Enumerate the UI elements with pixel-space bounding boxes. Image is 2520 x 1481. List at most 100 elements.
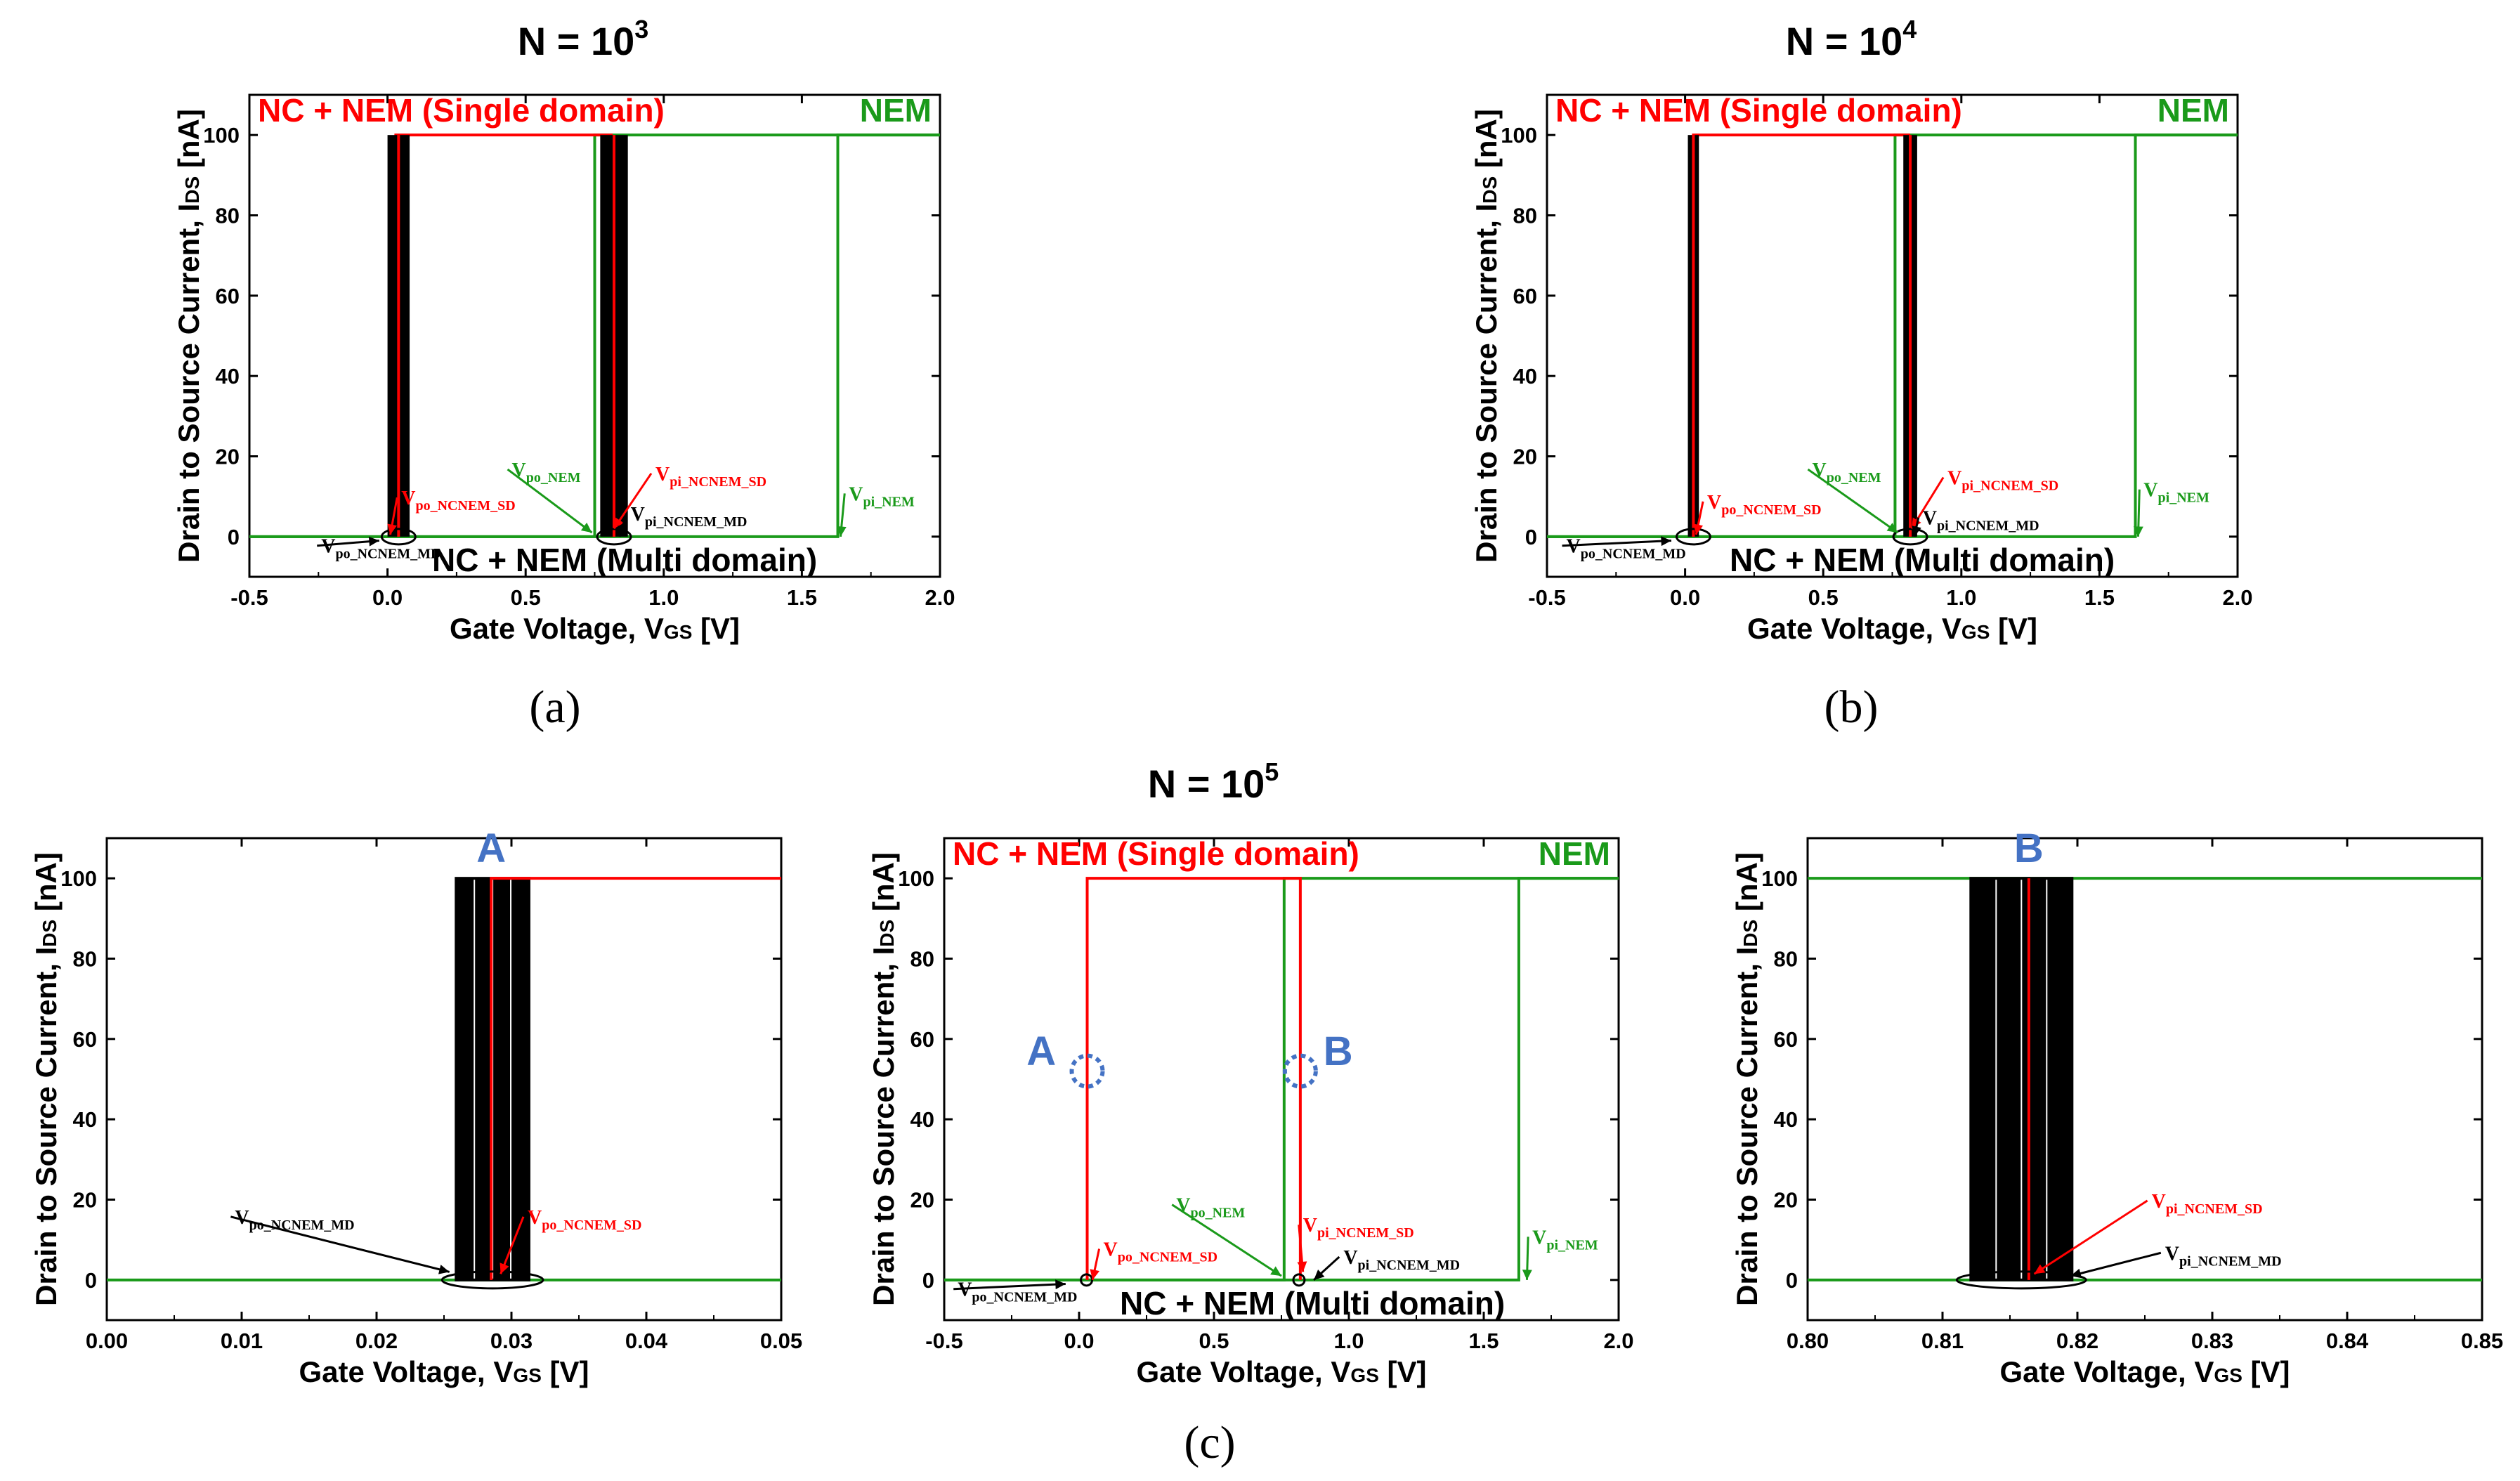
y-tick-label: 60 — [1513, 284, 1537, 308]
annotation-arrow-head — [1886, 523, 1898, 533]
annotation-po_NCNEM_SD: Vpo_NCNEM_SD — [1104, 1239, 1217, 1265]
annotation-po_NCNEM_MD: Vpo_NCNEM_MD — [958, 1279, 1077, 1305]
x-tick-label: -0.5 — [230, 585, 268, 610]
x-tick-label: 0.83 — [2191, 1329, 2233, 1353]
region-marker-B: B — [2014, 826, 2044, 871]
panel-a-title: N = 103 — [518, 15, 649, 63]
y-tick-label: 40 — [910, 1107, 934, 1132]
x-tick-label: 0.81 — [1921, 1329, 1964, 1353]
region-marker-circle — [1282, 1053, 1318, 1089]
y-tick-label: 100 — [60, 866, 97, 891]
x-tick-label: 0.82 — [2056, 1329, 2098, 1353]
annotation-pi_NCNEM_SD: Vpi_NCNEM_SD — [1947, 468, 2058, 494]
annotation-arrow-head — [2034, 1264, 2046, 1274]
subfigure-label-c: (c) — [1184, 1417, 1235, 1468]
annotation-arrow-head — [1661, 536, 1671, 547]
x-tick-label: 0.0 — [372, 585, 403, 610]
y-tick-label: 40 — [73, 1107, 97, 1132]
annotation-pi_NEM: Vpi_NEM — [2143, 480, 2209, 506]
single-domain-step — [490, 877, 781, 1280]
subfigure-label-b: (b) — [1824, 681, 1879, 733]
legend-multi-domain: NC + NEM (Multi domain) — [432, 542, 817, 578]
region-marker-circle — [1069, 1053, 1105, 1089]
switching-point-ellipse — [380, 528, 417, 546]
x-tick-label: 0.80 — [1787, 1329, 1829, 1353]
annotation-arrow-line — [1807, 468, 1899, 534]
annotation-pi_NCNEM_MD: Vpi_NCNEM_MD — [1923, 508, 2039, 534]
legend-nem: NEM — [860, 92, 932, 129]
annotation-arrow-line — [500, 1216, 525, 1274]
y-tick-label: 0 — [228, 525, 240, 549]
x-tick-label: 0.04 — [625, 1329, 668, 1353]
y-tick-label: 100 — [203, 123, 240, 148]
annotation-arrow-line — [953, 1283, 1066, 1291]
nem-down-sweep — [944, 877, 1619, 1281]
x-tick-label: -0.5 — [1528, 585, 1565, 610]
annotation-pi_NEM: Vpi_NEM — [849, 483, 915, 509]
x-tick-label: 2.0 — [1603, 1329, 1633, 1353]
y-axis-label: Drain to Source Current, IDS [nA] — [867, 852, 900, 1306]
annotation-pi_NCNEM_SD: Vpi_NCNEM_SD — [655, 464, 766, 490]
y-tick-label: 80 — [1774, 947, 1798, 972]
y-axis-label: Drain to Source Current, IDS [nA] — [1730, 852, 1763, 1306]
x-axis-label: Gate Voltage, VGS [V] — [1136, 1355, 1426, 1388]
annotation-arrow-head — [1314, 1269, 1325, 1280]
y-tick-label: 60 — [73, 1027, 97, 1052]
annotation-pi_NCNEM_MD: Vpi_NCNEM_MD — [631, 504, 747, 530]
x-tick-label: 0.5 — [1808, 585, 1839, 610]
annotation-arrow-head — [1270, 1266, 1281, 1277]
single-domain-loop — [1085, 877, 1302, 1280]
panel-c: N = 105 0.00 0.01 0.02 0.03 0.04 0.0502040608… — [30, 757, 2503, 1468]
annotation-arrow-head — [614, 517, 624, 529]
y-tick-label: 20 — [910, 1188, 934, 1213]
annotation-arrow-line — [317, 540, 379, 547]
x-axis-label: Gate Voltage, VGS [V] — [450, 612, 740, 645]
annotation-pi_NCNEM_MD: Vpi_NCNEM_MD — [2165, 1243, 2282, 1269]
annotation-pi_NCNEM_MD: Vpi_NCNEM_MD — [1343, 1247, 1460, 1273]
annotation-arrow-line — [1562, 540, 1672, 547]
y-tick-label: 60 — [910, 1027, 934, 1052]
annotation-arrow-head — [1693, 523, 1704, 535]
annotation-pi_NEM: Vpi_NEM — [1532, 1227, 1598, 1253]
x-tick-label: 0.01 — [221, 1329, 263, 1353]
x-tick-label: 0.03 — [490, 1329, 533, 1353]
annotation-po_NCNEM_MD: Vpo_NCNEM_MD — [321, 536, 440, 562]
annotation-arrow-head — [580, 522, 592, 533]
multi-domain-band-edge — [1969, 877, 2074, 1281]
annotation-arrow-head — [500, 1263, 509, 1274]
annotation-pi_NCNEM_SD: Vpi_NCNEM_SD — [2152, 1191, 2263, 1217]
region-marker-B: B — [1324, 1029, 1353, 1074]
panel-c-mid: -0.5 0.0 0.5 1.0 1.5 2.0 0 20 40 60 80 100 Gate Volt… — [867, 835, 1634, 1388]
x-tick-label: 0.00 — [86, 1329, 128, 1353]
y-tick-label: 80 — [216, 204, 240, 228]
y-tick-label: 40 — [1774, 1107, 1798, 1132]
legend-nem: NEM — [2157, 92, 2229, 129]
y-tick-label: 20 — [1513, 445, 1537, 469]
switching-point-ellipse — [1292, 1273, 1306, 1287]
annotation-arrow-head — [1055, 1279, 1066, 1290]
x-tick-label: 0.05 — [760, 1329, 802, 1353]
annotation-arrow-head — [1912, 526, 1921, 537]
legend-multi-domain: NC + NEM (Multi domain) — [1730, 542, 2115, 578]
nem-down-sweep — [249, 133, 940, 538]
annotation-arrow-line — [2070, 1251, 2162, 1277]
x-tick-label: 0.5 — [1199, 1329, 1229, 1353]
y-tick-label: 20 — [216, 445, 240, 469]
y-tick-label: 0 — [922, 1268, 934, 1293]
x-axis-label: Gate Voltage, VGS [V] — [299, 1355, 589, 1388]
x-tick-label: -0.5 — [925, 1329, 962, 1353]
panel-c-right: 0.80 0.81 0.82 0.83 0.84 0.85 0 20 40 60 80 100 Gate… — [1730, 826, 2503, 1388]
x-tick-label: 0.84 — [2326, 1329, 2369, 1353]
panel-b: N = 104 (b) -0.5 0.0 0.5 1.0 1.5 2.0 0 20 40 60 80… — [1470, 15, 2253, 733]
y-axis-label: Drain to Source Current, IDS [nA] — [30, 852, 63, 1306]
switching-point-ellipse — [1080, 1273, 1094, 1287]
x-axis-label: Gate Voltage, VGS [V] — [1747, 612, 2037, 645]
panel-b-plot-frame — [1546, 93, 2239, 578]
y-tick-label: 20 — [73, 1188, 97, 1213]
annotation-po_NCNEM_SD: Vpo_NCNEM_SD — [528, 1207, 641, 1233]
subfigure-label-a: (a) — [529, 681, 580, 733]
x-tick-label: 1.0 — [648, 585, 679, 610]
switching-point-ellipse — [1892, 528, 1928, 546]
panel-b-title: N = 104 — [1786, 15, 1917, 63]
annotation-arrow-head — [2070, 1268, 2082, 1279]
